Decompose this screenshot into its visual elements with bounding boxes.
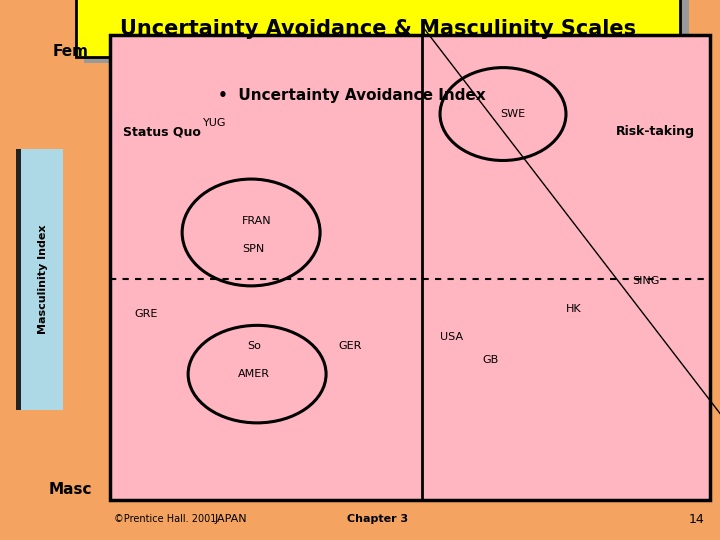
Text: Masculinity Index: Masculinity Index (38, 225, 48, 334)
Text: HK: HK (566, 304, 582, 314)
Text: GB: GB (482, 355, 498, 365)
Text: SWE: SWE (500, 109, 525, 119)
FancyBboxPatch shape (110, 35, 710, 500)
Text: Masc: Masc (49, 482, 92, 497)
Text: AMER: AMER (238, 369, 270, 379)
Text: Risk-taking: Risk-taking (616, 125, 695, 138)
Text: Fem: Fem (53, 44, 89, 59)
FancyBboxPatch shape (225, 82, 527, 123)
FancyBboxPatch shape (21, 148, 63, 410)
FancyBboxPatch shape (76, 0, 680, 57)
Text: FRAN: FRAN (242, 216, 271, 226)
Text: ©Prentice Hall. 2001: ©Prentice Hall. 2001 (114, 515, 216, 524)
Text: GRE: GRE (134, 309, 158, 319)
Text: So: So (247, 341, 261, 351)
Text: Uncertainty Avoidance & Masculinity Scales: Uncertainty Avoidance & Masculinity Scal… (120, 18, 636, 39)
FancyBboxPatch shape (16, 148, 22, 410)
FancyBboxPatch shape (84, 0, 689, 63)
Text: YUG: YUG (203, 118, 227, 129)
Text: GER: GER (338, 341, 361, 351)
Text: USA: USA (440, 332, 463, 342)
Text: SPN: SPN (242, 244, 264, 254)
Text: Status Quo: Status Quo (123, 125, 201, 138)
FancyBboxPatch shape (216, 76, 518, 116)
Text: 14: 14 (688, 513, 704, 526)
Text: Chapter 3: Chapter 3 (348, 515, 408, 524)
Text: •  Uncertainty Avoidance Index: • Uncertainty Avoidance Index (218, 89, 486, 103)
Text: JAPAN: JAPAN (215, 515, 247, 524)
Text: SING: SING (632, 276, 660, 286)
